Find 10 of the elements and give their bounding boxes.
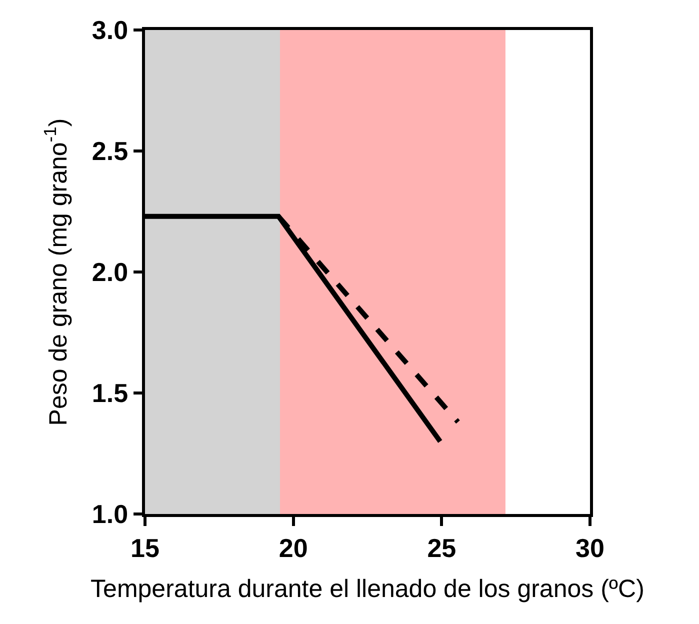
x-tick-label: 30 xyxy=(576,532,604,563)
y-tick-label: 2.0 xyxy=(92,257,128,288)
y-tick-label: 1.5 xyxy=(92,378,128,408)
y-tick-label: 1.0 xyxy=(92,499,128,530)
x-tick-label: 25 xyxy=(427,532,456,563)
y-tick-label: 3.0 xyxy=(92,15,128,46)
y-tick-label: 2.5 xyxy=(92,136,128,166)
x-tick-label: 15 xyxy=(130,532,160,563)
x-tick-label: 20 xyxy=(278,532,308,563)
x-axis-title: Temperatura durante el llenado de los granos (ºC) xyxy=(90,574,644,603)
